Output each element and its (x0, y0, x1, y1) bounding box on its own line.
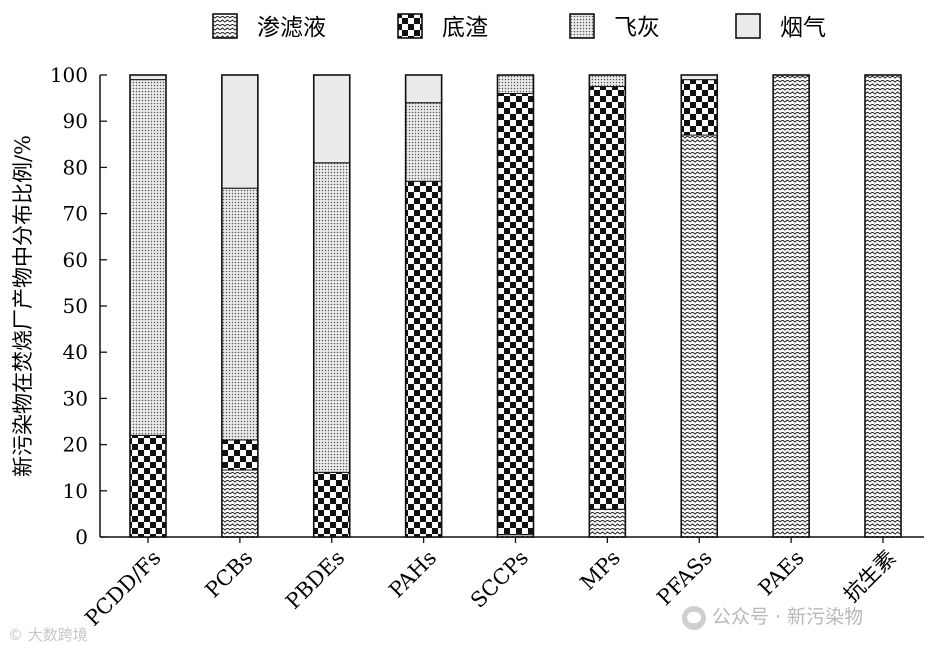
bar-segment (405, 180, 443, 538)
bar-segment (313, 74, 351, 164)
legend-swatch (735, 13, 761, 39)
legend-swatch (212, 13, 238, 39)
bar-segment (405, 74, 443, 104)
bar-segment (129, 434, 167, 538)
y-tick-label: 90 (63, 109, 88, 133)
bar-segment (864, 74, 902, 538)
legend-label: 飞灰 (614, 15, 660, 41)
y-tick-label: 20 (63, 433, 88, 457)
bar-segment (313, 471, 351, 538)
bar-segment (588, 86, 626, 510)
legend-swatch (569, 13, 595, 39)
x-tick-label: PBDEs (281, 546, 349, 614)
x-tick-label: PCBs (201, 546, 258, 603)
y-axis-title-group: 新污染物在焚烧厂产物中分布比例/% (11, 135, 35, 477)
bar-segment (313, 162, 351, 473)
bar-segment (405, 102, 443, 182)
bar-segment (772, 74, 810, 538)
y-tick-label: 80 (63, 155, 88, 179)
x-tick-label: PCDD/Fs (80, 546, 165, 631)
legend-label: 烟气 (780, 15, 826, 41)
legend-label: 底渣 (442, 15, 488, 41)
bar-segment (588, 74, 626, 88)
bar-segment (221, 439, 259, 471)
watermark-left: © 大数跨境 (8, 626, 88, 644)
x-tick-label: PFASs (652, 546, 717, 611)
y-tick-label: 70 (63, 202, 88, 226)
x-tick-label: MPs (576, 546, 625, 595)
y-tick-label: 30 (63, 386, 88, 410)
bars: PCDD/Fs PCBs PBDEs PAHs SCCPs MPs PFASs PAEs 抗生素 (80, 74, 902, 631)
bar-segment (129, 79, 167, 436)
bar-segment (588, 508, 626, 538)
bar-segment (497, 92, 534, 536)
wechat-icon (682, 605, 706, 630)
x-tick-label: SCCPs (466, 546, 533, 613)
y-tick-label: 40 (63, 340, 88, 364)
x-tick-label: PAEs (754, 546, 809, 601)
y-axis-title: 新污染物在焚烧厂产物中分布比例/% (11, 135, 35, 477)
y-tick-label: 10 (63, 479, 88, 503)
bar-segment (221, 469, 259, 538)
x-tick-label: PAHs (384, 546, 441, 603)
y-tick-label: 50 (63, 294, 88, 318)
y-tick-label: 0 (75, 525, 88, 549)
legend-label: 渗滤液 (257, 15, 326, 41)
bar-segment (497, 74, 534, 94)
y-tick-label: 100 (50, 63, 88, 87)
bar-segment (221, 187, 259, 441)
bar-segment (680, 134, 718, 538)
watermark-right: 公众号 · 新污染物 (682, 602, 863, 630)
legend: 渗滤液 底渣 飞灰 烟气 (212, 13, 826, 41)
bar-segment (680, 79, 718, 136)
legend-swatch (397, 13, 423, 39)
y-tick-label: 60 (63, 248, 88, 272)
x-tick-label: 抗生素 (839, 546, 901, 608)
bar-segment (221, 74, 259, 189)
